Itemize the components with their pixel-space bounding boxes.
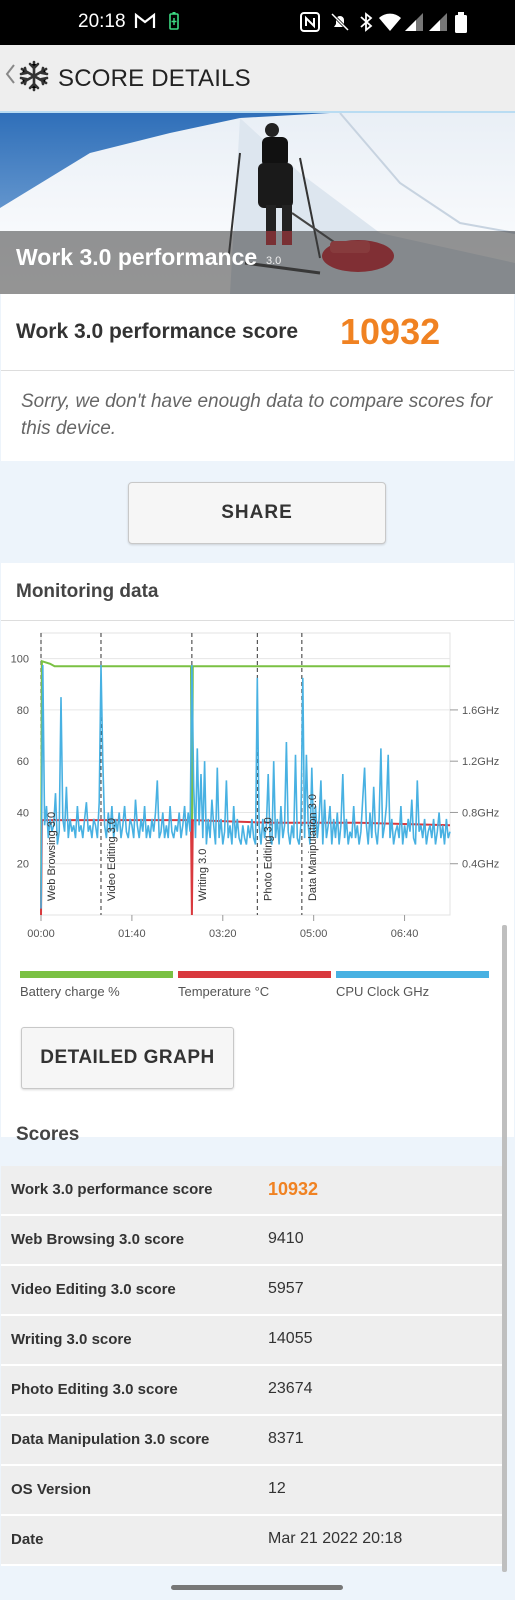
score-row-value: 23674	[268, 1380, 313, 1397]
home-indicator[interactable]	[171, 1585, 343, 1590]
score-row-label: Data Manipulation 3.0 score	[11, 1431, 210, 1448]
monitoring-chart: 20 40 60 80 100 0.4GHz 0.8GHz 1.2GHz 1.6GHz 00:00…	[11, 632, 499, 940]
scores-table: Work 3.0 performance score 10932 Web Brows…	[1, 1166, 502, 1566]
score-row-value: Mar 21 2022 20:18	[268, 1530, 403, 1547]
y-left-tick-label: 100	[11, 654, 29, 666]
score-value: 10932	[340, 311, 441, 352]
y-right-tick-label: 0.8GHz	[462, 807, 499, 819]
cpu-clock-series-line	[40, 664, 451, 909]
score-row-value: 9410	[268, 1230, 304, 1247]
gmail-icon	[134, 12, 156, 35]
legend-battery-label: Battery charge %	[20, 984, 120, 999]
hero-banner: Work 3.0 performance 3.0	[0, 113, 515, 294]
legend-temperature-label: Temperature °C	[178, 984, 270, 999]
hero-caption-band	[0, 231, 515, 294]
annotation-label: Writing 3.0	[197, 849, 209, 901]
wifi-icon	[378, 12, 402, 37]
legend-battery-swatch	[20, 971, 173, 978]
annotation-label: Video Editing 3.0	[106, 818, 118, 901]
y-left-tick-label: 80	[17, 705, 29, 717]
status-time: 20:18	[78, 11, 126, 32]
annotation-label: Photo Editing 3.0	[262, 817, 274, 901]
score-row-label: Video Editing 3.0 score	[11, 1281, 176, 1298]
y-left-tick-label: 60	[17, 756, 29, 768]
score-row-label: Writing 3.0 score	[11, 1331, 132, 1348]
score-row-label: Work 3.0 performance score	[11, 1181, 213, 1198]
table-row: Video Editing 3.0 score 5957	[1, 1266, 502, 1316]
signal-icon	[404, 12, 424, 37]
y-left-tick-label: 40	[17, 807, 29, 819]
y-right-tick-label: 1.2GHz	[462, 756, 499, 768]
score-row-label: OS Version	[11, 1481, 92, 1498]
annotation-label: Web Browsing 3.0	[46, 812, 58, 901]
monitoring-header: Monitoring data	[1, 563, 514, 621]
legend-battery: Battery charge %	[20, 971, 173, 999]
x-tick-label: 00:00	[27, 928, 55, 940]
annotation-label: Data Manipulation 3.0	[307, 794, 319, 901]
table-row: Writing 3.0 score 14055	[1, 1316, 502, 1366]
scrollbar[interactable]	[502, 925, 507, 1572]
score-row-value: 10932	[268, 1179, 319, 1199]
battery-icon	[454, 12, 468, 39]
monitoring-title: Monitoring data	[16, 581, 159, 602]
table-row: Data Manipulation 3.0 score 8371	[1, 1416, 502, 1466]
app-bar: SCORE DETAILS	[0, 45, 515, 113]
legend-temperature: Temperature °C	[178, 971, 331, 999]
comparison-note-card: Sorry, we don't have enough data to comp…	[1, 371, 514, 461]
scores-title: Scores	[16, 1124, 80, 1145]
chevron-left-icon[interactable]	[5, 62, 15, 93]
detailed-graph-button[interactable]: DETAILED GRAPH	[21, 1027, 234, 1089]
score-card: Work 3.0 performance score 10932	[1, 294, 514, 371]
legend-cpu-clock-label: CPU Clock GHz	[336, 984, 430, 999]
table-row: OS Version 12	[1, 1466, 502, 1516]
x-tick-label: 05:00	[300, 928, 328, 940]
bluetooth-icon	[359, 12, 373, 37]
status-bar: 20:18	[0, 0, 515, 45]
share-button[interactable]: SHARE	[128, 482, 386, 544]
table-row: Work 3.0 performance score 10932	[1, 1166, 502, 1216]
nfc-icon	[300, 12, 320, 37]
mute-icon	[330, 12, 350, 37]
hero-version: 3.0	[266, 255, 282, 267]
table-row: Photo Editing 3.0 score 23674	[1, 1366, 502, 1416]
score-row-value: 12	[268, 1480, 286, 1497]
y-right-tick-label: 1.6GHz	[462, 705, 499, 717]
score-row-value: 14055	[268, 1330, 313, 1347]
table-row: Web Browsing 3.0 score 9410	[1, 1216, 502, 1266]
snowflake-icon	[18, 60, 50, 100]
score-row-value: 8371	[268, 1430, 304, 1447]
signal-icon	[428, 12, 448, 37]
legend-cpu-clock-swatch	[336, 971, 489, 978]
x-tick-label: 06:40	[391, 928, 419, 940]
y-right-tick-label: 0.4GHz	[462, 859, 499, 871]
monitoring-card: Monitoring data 20 40 60 80 100 0.4GHz 0.8GHz 1…	[1, 563, 514, 1145]
legend-temperature-swatch	[178, 971, 331, 978]
hero-title: Work 3.0 performance	[16, 244, 258, 270]
battery-saver-icon	[169, 12, 179, 35]
y-left-tick-label: 20	[17, 859, 29, 871]
comparison-note: Sorry, we don't have enough data to comp…	[21, 391, 493, 439]
score-row-label: Date	[11, 1531, 44, 1548]
legend-cpu-clock: CPU Clock GHz	[336, 971, 489, 999]
score-row-label: Web Browsing 3.0 score	[11, 1231, 185, 1248]
table-row: Date Mar 21 2022 20:18	[1, 1516, 502, 1566]
score-row-value: 5957	[268, 1280, 304, 1297]
x-tick-label: 03:20	[209, 928, 237, 940]
page-title: SCORE DETAILS	[58, 65, 251, 92]
score-row-label: Photo Editing 3.0 score	[11, 1381, 178, 1398]
x-tick-label: 01:40	[118, 928, 146, 940]
score-label: Work 3.0 performance score	[16, 320, 299, 343]
